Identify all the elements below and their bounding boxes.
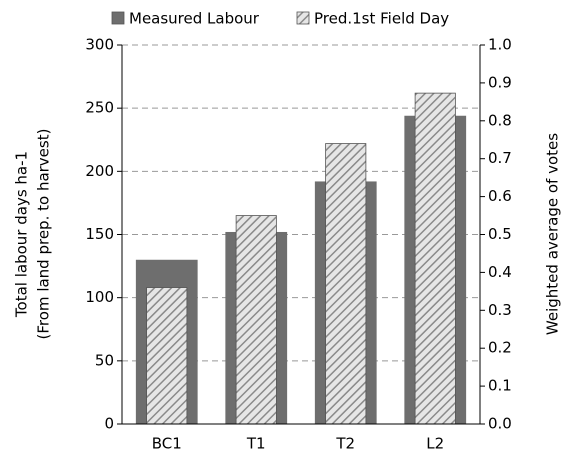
x-tick-label: L2 — [426, 435, 444, 453]
bar — [414, 92, 456, 425]
y-axis-title: Total labour days ha-1 — [13, 151, 31, 318]
y2-tick-label: 0.4 — [488, 263, 512, 281]
x-tick-label: T1 — [246, 435, 266, 453]
y-tick-label: 100 — [85, 288, 114, 306]
y2-axis-title: Weighted average of votes — [544, 133, 562, 335]
y2-tick-label: 0.5 — [488, 225, 512, 243]
y-tick-label: 200 — [85, 162, 114, 180]
y2-tick-label: 0.6 — [488, 187, 512, 205]
y2-tick-label: 0.1 — [488, 377, 512, 395]
legend-label: Measured Labour — [129, 10, 260, 28]
y-axis-title: (From land prep. to harvest) — [35, 129, 53, 340]
legend-swatch — [296, 11, 310, 25]
y2-tick-label: 0.0 — [488, 415, 512, 433]
y-tick-label: 250 — [85, 99, 114, 117]
y-tick-label: 50 — [95, 351, 114, 369]
bar — [146, 287, 188, 425]
y2-tick-label: 0.7 — [488, 149, 512, 167]
y2-tick-label: 0.9 — [488, 73, 512, 91]
y-tick-label: 300 — [85, 36, 114, 54]
x-tick-label: T2 — [335, 435, 355, 453]
y2-tick-label: 0.3 — [488, 301, 512, 319]
y-tick-label: 150 — [85, 225, 114, 243]
bar — [235, 215, 277, 425]
y2-tick-label: 0.2 — [488, 339, 512, 357]
y-tick-label: 0 — [104, 415, 114, 433]
bar — [325, 143, 367, 425]
x-tick-label: BC1 — [152, 435, 182, 453]
legend-swatch — [111, 11, 125, 25]
y2-tick-label: 1.0 — [488, 36, 512, 54]
y2-tick-label: 0.8 — [488, 111, 512, 129]
legend-label: Pred.1st Field Day — [314, 10, 449, 28]
